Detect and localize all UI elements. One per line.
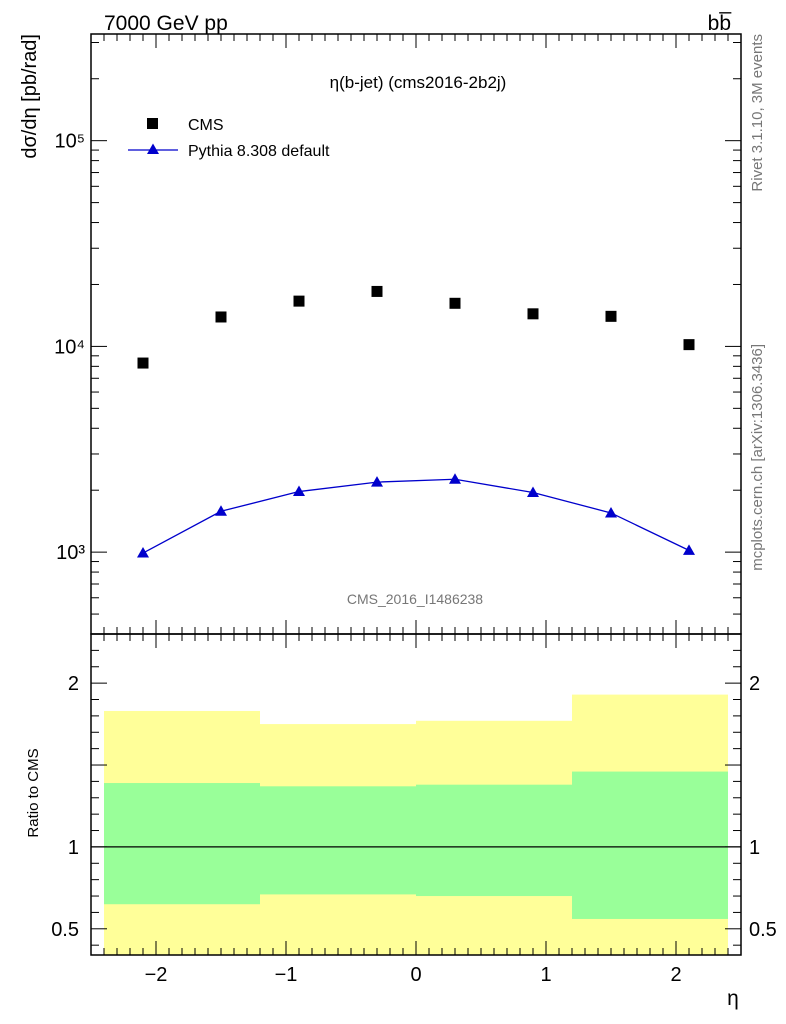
cms-point bbox=[371, 285, 383, 297]
cms-point bbox=[527, 308, 539, 320]
mcplots-label: mcplots.cern.ch [arXiv:1306.3436] bbox=[749, 344, 766, 571]
pythia-point bbox=[215, 505, 227, 516]
xtick-label-3: 1 bbox=[540, 964, 551, 986]
legend-label-pythia: Pythia 8.308 default bbox=[188, 143, 330, 160]
pythia-point bbox=[293, 485, 305, 497]
pythia-point bbox=[527, 486, 539, 497]
legend-label-cms: CMS bbox=[188, 117, 224, 134]
energy-label: 7000 GeV pp bbox=[104, 12, 228, 35]
ratio-band-inner-1 bbox=[260, 786, 416, 895]
pythia-point bbox=[605, 506, 617, 518]
ratio-ytick-label-right-2: 2 bbox=[749, 673, 760, 695]
pythia-point bbox=[371, 476, 383, 487]
cms-point bbox=[293, 295, 305, 307]
cms-point bbox=[137, 357, 149, 369]
xtick-label-2: 0 bbox=[410, 964, 421, 986]
pythia-point bbox=[449, 473, 461, 484]
cms-point bbox=[605, 310, 617, 322]
ratio-ytick-label-right-0: 0.5 bbox=[749, 919, 777, 941]
ratio-panel: 0.5 0.5 1 1 2 2 −2 −1 0 1 2 bbox=[51, 633, 777, 986]
cms-point bbox=[215, 311, 227, 323]
xtick-label-4: 2 bbox=[670, 964, 681, 986]
cms-point bbox=[449, 297, 461, 309]
main-ytick-label-2: 10⁵ bbox=[54, 131, 85, 153]
main-y-axis-label: dσ/dη [pb/rad] bbox=[19, 34, 41, 159]
rivet-version-label: Rivet 3.1.10, 3M events bbox=[749, 34, 766, 192]
watermark: CMS_2016_I1486238 bbox=[347, 591, 483, 607]
pythia-point bbox=[137, 547, 149, 558]
ratio-ytick-label-left-0: 0.5 bbox=[51, 919, 79, 941]
process-label: bb̅ bbox=[708, 12, 733, 35]
ratio-band-inner-0 bbox=[104, 783, 260, 905]
xtick-label-1: −1 bbox=[275, 964, 298, 986]
cms-point bbox=[683, 339, 695, 351]
x-axis-label: η bbox=[727, 987, 739, 1010]
ratio-band-inner-3 bbox=[572, 771, 728, 919]
ratio-ytick-label-left-1: 1 bbox=[68, 837, 79, 859]
ratio-ytick-label-right-1: 1 bbox=[749, 837, 760, 859]
main-title: η(b-jet) (cms2016-2b2j) bbox=[330, 73, 507, 92]
ratio-band-inner-2 bbox=[416, 784, 572, 897]
ratio-ytick-label-left-2: 2 bbox=[68, 673, 79, 695]
ratio-y-axis-label: Ratio to CMS bbox=[25, 748, 42, 837]
main-ytick-label-0: 10³ bbox=[56, 542, 85, 564]
xtick-label-0: −2 bbox=[145, 964, 168, 986]
main-ytick-label-1: 10⁴ bbox=[54, 336, 85, 358]
legend: CMS Pythia 8.308 default bbox=[128, 117, 330, 160]
pythia-point bbox=[683, 544, 695, 555]
legend-marker-pythia bbox=[147, 143, 159, 154]
legend-marker-cms bbox=[147, 118, 158, 129]
pythia-line bbox=[142, 478, 690, 554]
